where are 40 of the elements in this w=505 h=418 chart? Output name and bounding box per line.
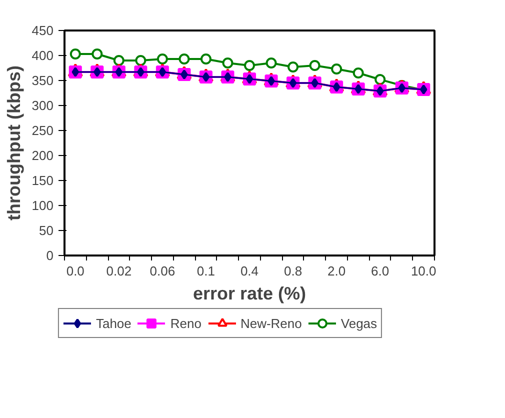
point <box>352 68 364 78</box>
y-tick-label: 450 <box>32 23 54 38</box>
x-tick-label: 6.0 <box>371 264 390 278</box>
point <box>309 60 320 71</box>
y-tick-label: 0 <box>46 248 54 263</box>
point <box>70 48 81 60</box>
legend-label: Tahoe <box>96 316 132 330</box>
point <box>244 60 255 71</box>
point <box>178 54 190 64</box>
x-tick-label: 0.06 <box>150 264 176 278</box>
y-tick-label: 200 <box>32 148 54 163</box>
y-tick-label: 150 <box>32 173 54 188</box>
legend-label: New-Reno <box>240 316 302 330</box>
y-tick-label: 50 <box>39 223 54 238</box>
y-tick-label: 100 <box>32 198 54 213</box>
y-tick-label: 350 <box>32 73 54 88</box>
x-tick-label: 10.0 <box>410 264 436 278</box>
point <box>288 62 299 72</box>
x-tick-label: 0.02 <box>106 264 132 278</box>
point <box>200 54 212 64</box>
x-axis-title: error rate (%) <box>192 284 306 304</box>
y-tick-label: 400 <box>32 48 54 63</box>
x-tick-label: 0.1 <box>196 264 216 278</box>
point <box>113 55 124 66</box>
point <box>135 55 146 66</box>
point <box>331 64 342 74</box>
point <box>156 54 168 64</box>
y-axis-title: throughput (kbps) <box>4 66 24 220</box>
point <box>374 74 386 85</box>
legend-label: Reno <box>170 316 202 330</box>
point <box>92 48 103 60</box>
x-tick-label: 0.8 <box>284 264 302 278</box>
point <box>266 58 277 68</box>
x-tick-label: 2.0 <box>328 264 346 278</box>
x-tick-label: 0.4 <box>240 264 259 278</box>
point <box>222 58 234 68</box>
x-tick-label: 0.0 <box>66 264 84 278</box>
y-tick-label: 300 <box>32 98 54 113</box>
y-tick-label: 250 <box>32 123 54 138</box>
legend-label: Vegas <box>340 316 378 330</box>
